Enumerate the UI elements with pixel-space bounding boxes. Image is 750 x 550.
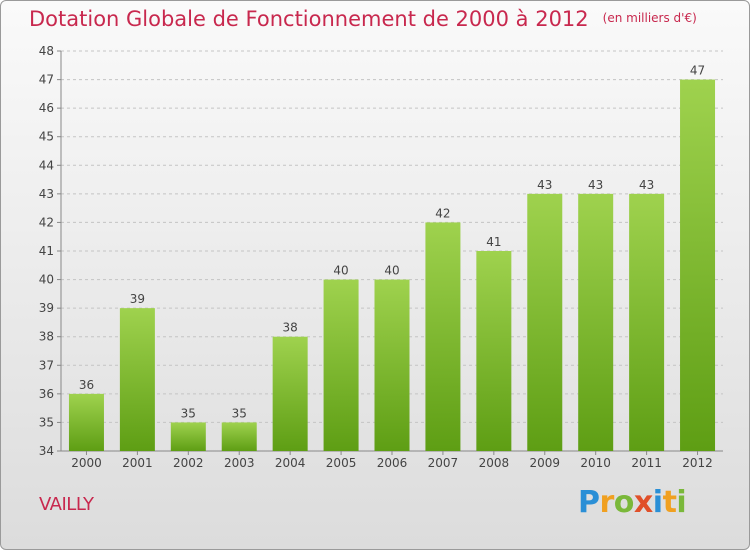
x-tick-label: 2011 — [631, 456, 662, 470]
bar-2010 — [578, 193, 614, 451]
chart-title: Dotation Globale de Fonctionnement de 20… — [29, 7, 697, 31]
bar-value-label: 43 — [537, 178, 552, 192]
x-tick-label: 2010 — [580, 456, 611, 470]
x-tick-label: 2012 — [682, 456, 713, 470]
x-tick-label: 2007 — [428, 456, 459, 470]
y-tick-label: 48 — [39, 44, 54, 58]
x-tick-label: 2006 — [377, 456, 408, 470]
y-tick-label: 46 — [39, 101, 54, 115]
y-tick-label: 40 — [39, 273, 54, 287]
bar-value-label: 41 — [486, 235, 501, 249]
bar-value-label: 40 — [384, 264, 399, 278]
y-tick-label: 38 — [39, 330, 54, 344]
bar-2006 — [374, 279, 410, 451]
bar-2005 — [323, 279, 359, 451]
bar-value-label: 36 — [79, 378, 94, 392]
y-tick-label: 42 — [39, 215, 54, 229]
y-axis: 34 35 36 37 38 39 40 41 42 43 44 45 46 47 48 — [39, 44, 723, 458]
bar-2007 — [425, 222, 461, 451]
bar-value-label: 47 — [690, 64, 705, 78]
place-name: VAILLY — [39, 494, 94, 515]
logo-letter: i — [652, 485, 663, 520]
bar-2001 — [119, 308, 155, 451]
y-tick-label: 37 — [39, 358, 54, 372]
x-tick-label: 2000 — [71, 456, 102, 470]
y-tick-label: 45 — [39, 130, 54, 144]
bar-value-label: 35 — [181, 406, 196, 420]
x-tick-label: 2003 — [224, 456, 255, 470]
x-axis: 2000 2001 2002 2003 2004 2005 2006 2007 2008 2009… — [71, 451, 713, 470]
proxiti-logo: Proxiti — [578, 485, 687, 520]
title-text: Dotation Globale de Fonctionnement de 20… — [29, 7, 589, 31]
logo-letter: i — [676, 485, 687, 520]
bar-2009 — [527, 193, 563, 451]
logo-letter: P — [578, 485, 600, 520]
y-tick-label: 41 — [39, 244, 54, 258]
bar-value-label: 43 — [639, 178, 654, 192]
bar-value-label: 35 — [232, 406, 247, 420]
y-tick-label: 47 — [39, 73, 54, 87]
y-tick-label: 39 — [39, 301, 54, 315]
bar-2012 — [680, 79, 716, 452]
x-tick-label: 2002 — [173, 456, 204, 470]
x-tick-label: 2001 — [122, 456, 153, 470]
y-tick-label: 34 — [39, 444, 54, 458]
bar-value-label: 42 — [435, 206, 450, 220]
y-tick-label: 44 — [39, 158, 54, 172]
y-tick-label: 36 — [39, 387, 54, 401]
x-tick-label: 2004 — [275, 456, 306, 470]
bar-2000 — [68, 393, 104, 451]
bar-value-label: 40 — [333, 264, 348, 278]
logo-letter: x — [633, 485, 653, 520]
bar-value-label: 39 — [130, 292, 145, 306]
bar-2008 — [476, 251, 512, 451]
logo-letter: o — [613, 485, 635, 520]
bar-value-label: 38 — [283, 321, 298, 335]
y-tick-label: 35 — [39, 415, 54, 429]
bar-value-label: 43 — [588, 178, 603, 192]
x-tick-label: 2009 — [529, 456, 560, 470]
bar-2003 — [221, 422, 257, 451]
bar-2011 — [629, 193, 665, 451]
unit-label: (en milliers d'€) — [602, 11, 697, 25]
x-tick-label: 2005 — [326, 456, 357, 470]
x-tick-label: 2008 — [479, 456, 510, 470]
y-tick-label: 43 — [39, 187, 54, 201]
bar-2002 — [170, 422, 206, 451]
logo-letter: t — [662, 485, 677, 520]
bars: 36 39 35 35 38 40 40 42 41 43 43 43 47 — [68, 64, 716, 452]
logo-letter: r — [599, 485, 615, 520]
bar-2004 — [272, 336, 308, 451]
